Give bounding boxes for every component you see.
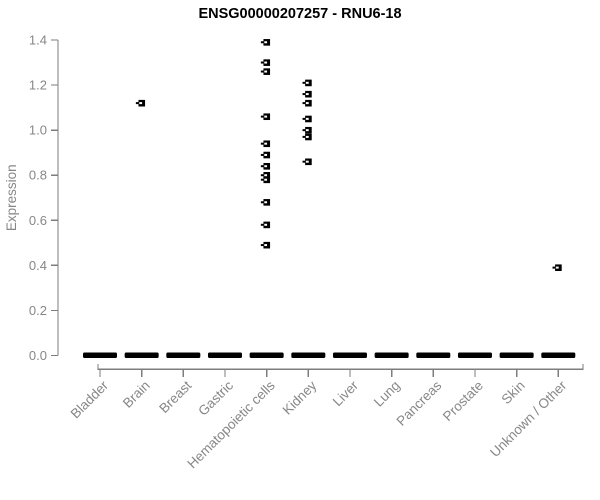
expression-point <box>552 264 562 272</box>
y-tick-label: 1.4 <box>29 33 47 48</box>
zero-cluster-bar <box>374 352 409 358</box>
expression-point <box>302 99 312 107</box>
expression-point <box>260 221 271 229</box>
x-category-label: Gastric <box>195 378 236 419</box>
expression-point <box>260 241 271 249</box>
x-category-label: Bladder <box>68 377 112 421</box>
zero-cluster-bar <box>249 352 284 358</box>
x-category-label: Brain <box>120 378 153 411</box>
zero-cluster-bar <box>416 352 451 358</box>
expression-point <box>260 68 271 75</box>
expression-point <box>302 158 312 166</box>
x-category-label: Unknown / Other <box>487 377 570 460</box>
x-category-label: Lung <box>371 378 403 410</box>
expression-point <box>302 133 312 141</box>
expression-point <box>260 151 271 159</box>
x-category-label: Kidney <box>280 378 320 418</box>
x-category-label: Prostate <box>440 378 486 424</box>
expression-point <box>260 59 271 66</box>
expression-point <box>135 99 146 107</box>
y-tick-label: 0.0 <box>29 348 47 363</box>
expression-point <box>302 79 312 87</box>
x-category-label: Breast <box>156 378 194 416</box>
chart-title: ENSG00000207257 - RNU6-18 <box>198 6 402 22</box>
y-axis-title: Expression <box>4 164 19 231</box>
x-axis-line <box>97 364 584 370</box>
expression-point <box>302 115 312 123</box>
y-tick-label: 0.6 <box>29 213 47 228</box>
expression-point <box>260 113 271 121</box>
y-tick-label: 0.8 <box>29 168 47 183</box>
zero-cluster-bar <box>291 352 326 358</box>
zero-cluster-bar <box>457 352 492 358</box>
x-category-label: Liver <box>330 377 362 409</box>
zero-cluster-bar <box>124 352 159 358</box>
expression-point <box>260 172 271 179</box>
expression-point <box>302 90 312 98</box>
zero-cluster-bar <box>207 352 242 358</box>
zero-cluster-bar <box>83 352 117 358</box>
x-category-label: Pancreas <box>393 378 444 429</box>
zero-cluster-bar <box>332 352 367 358</box>
y-tick-label: 0.4 <box>29 258 47 273</box>
y-tick-label: 1.0 <box>29 123 47 138</box>
zero-cluster-bar <box>499 352 534 358</box>
y-tick-label: 1.2 <box>29 78 47 93</box>
expression-point <box>260 163 271 170</box>
expression-point <box>260 176 271 184</box>
x-category-label: Skin <box>499 378 528 407</box>
expression-point <box>302 126 312 134</box>
expression-point <box>260 199 271 206</box>
zero-cluster-bar <box>541 352 576 358</box>
y-tick-label: 0.2 <box>29 303 47 318</box>
expression-point <box>260 39 271 46</box>
zero-cluster-bar <box>166 352 201 358</box>
expression-point <box>260 140 271 148</box>
